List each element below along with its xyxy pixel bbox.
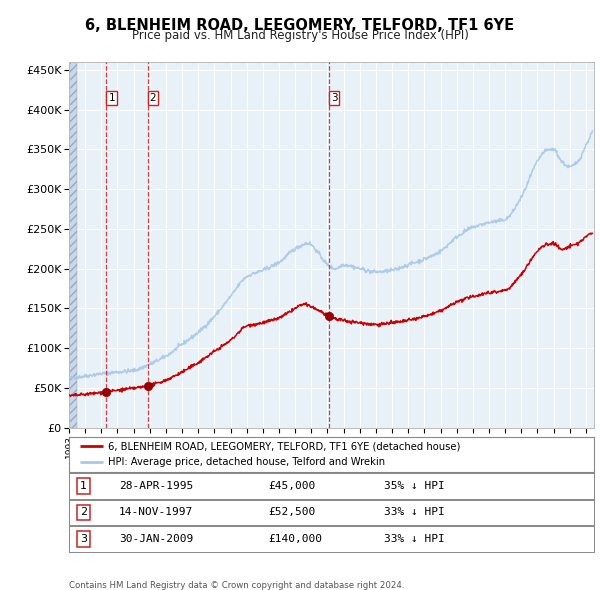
Text: Contains HM Land Registry data © Crown copyright and database right 2024.: Contains HM Land Registry data © Crown c… [69, 581, 404, 590]
Text: 14-NOV-1997: 14-NOV-1997 [119, 507, 193, 517]
Text: 33% ↓ HPI: 33% ↓ HPI [384, 534, 445, 544]
Text: 6, BLENHEIM ROAD, LEEGOMERY, TELFORD, TF1 6YE: 6, BLENHEIM ROAD, LEEGOMERY, TELFORD, TF… [85, 18, 515, 32]
Text: 1: 1 [80, 481, 87, 491]
Text: 6, BLENHEIM ROAD, LEEGOMERY, TELFORD, TF1 6YE (detached house): 6, BLENHEIM ROAD, LEEGOMERY, TELFORD, TF… [109, 441, 461, 451]
Text: 3: 3 [331, 93, 337, 103]
Text: £140,000: £140,000 [269, 534, 323, 544]
Text: 30-JAN-2009: 30-JAN-2009 [119, 534, 193, 544]
Text: HPI: Average price, detached house, Telford and Wrekin: HPI: Average price, detached house, Telf… [109, 457, 386, 467]
Text: Price paid vs. HM Land Registry's House Price Index (HPI): Price paid vs. HM Land Registry's House … [131, 30, 469, 42]
Text: 2: 2 [149, 93, 156, 103]
Text: 1: 1 [109, 93, 115, 103]
Text: 33% ↓ HPI: 33% ↓ HPI [384, 507, 445, 517]
Text: 35% ↓ HPI: 35% ↓ HPI [384, 481, 445, 491]
Text: £45,000: £45,000 [269, 481, 316, 491]
Bar [77, 62, 594, 428]
Text: 2: 2 [80, 507, 87, 517]
Bar [69, 62, 77, 428]
Text: 28-APR-1995: 28-APR-1995 [119, 481, 193, 491]
Text: 3: 3 [80, 534, 87, 544]
Text: £52,500: £52,500 [269, 507, 316, 517]
